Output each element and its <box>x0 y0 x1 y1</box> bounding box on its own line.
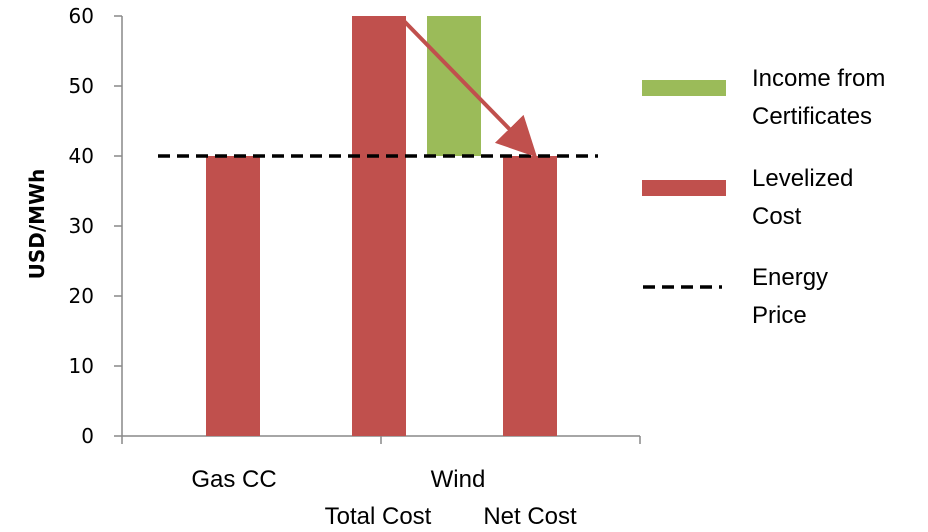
x-category-label: Wind <box>431 466 486 493</box>
bar-levelized-cost <box>206 156 260 436</box>
x-category-label: Gas CC <box>191 466 276 493</box>
x-subcategory-label: Total Cost <box>325 503 432 530</box>
legend: Income from Certificates Levelized Cost Ener… <box>642 65 885 329</box>
legend-label: Levelized <box>752 165 853 192</box>
legend-item: Income from Certificates <box>642 65 885 130</box>
y-tick-label: 0 <box>81 424 94 448</box>
legend-swatch <box>642 80 726 96</box>
legend-label: Income from <box>752 65 885 92</box>
x-subcategory-label: Net Cost <box>483 503 577 530</box>
y-axis-label: USD/MWh <box>25 169 49 280</box>
y-tick-label: 30 <box>69 214 94 238</box>
y-tick-label: 10 <box>69 354 94 378</box>
bar-levelized-cost <box>352 16 406 436</box>
legend-label: Energy <box>752 264 828 291</box>
bar-income-from-certificates <box>427 16 481 156</box>
legend-swatch <box>642 180 726 196</box>
y-tick-label: 40 <box>69 144 94 168</box>
y-tick-label: 60 <box>69 4 94 28</box>
legend-item: Levelized Cost <box>642 165 853 230</box>
bar-levelized-cost <box>503 156 557 436</box>
y-tick-label: 50 <box>69 74 94 98</box>
legend-label: Cost <box>752 203 802 230</box>
plot-area: 0 10 20 30 40 50 60 USD/MWh Gas CC Wind Total Cost… <box>25 4 641 530</box>
legend-label: Certificates <box>752 103 872 130</box>
y-tick-label: 20 <box>69 284 94 308</box>
arrow-annotation <box>401 18 538 158</box>
legend-label: Price <box>752 302 807 329</box>
legend-item: Energy Price <box>643 264 828 329</box>
